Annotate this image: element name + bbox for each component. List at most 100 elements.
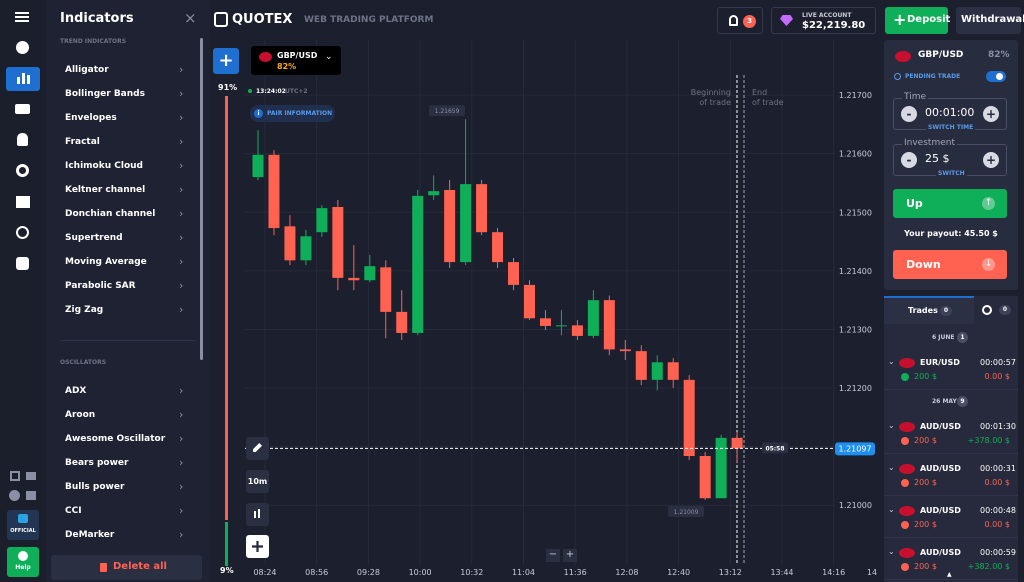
trade-row[interactable]: ⌄ AUD/USD 00:00:48 200 $ 0.00 $ (884, 500, 1018, 538)
arrow-icon[interactable] (26, 472, 36, 480)
indicator-item[interactable]: Awesome Oscillator › (46, 432, 196, 448)
investment-field[interactable]: Investment - 25 $ + SWITCH (893, 138, 1007, 177)
telegram-button[interactable]: OFFICIAL (7, 510, 39, 540)
market-icon[interactable] (16, 164, 29, 177)
indicator-item[interactable]: ADX › (46, 384, 196, 400)
direction-icon (901, 373, 909, 381)
beginning-line: of trade (699, 98, 731, 107)
scroll-up[interactable]: ▲ (947, 571, 952, 578)
delete-all-label: Delete all (113, 561, 167, 572)
trade-row[interactable]: ⌄ EUR/USD 00:00:57 200 $ 0.00 $ (884, 352, 1018, 390)
indicator-item[interactable]: Envelopes › (46, 111, 196, 127)
account-button[interactable]: LIVE ACCOUNT $22,219.80 (771, 7, 876, 34)
indicator-item[interactable]: Aroon › (46, 408, 196, 424)
candle-body (380, 267, 392, 312)
sound-icon[interactable] (26, 491, 36, 500)
pair-information-button[interactable]: i PAIR INFORMATION (250, 105, 335, 122)
history-tab[interactable]: 0 (974, 298, 1018, 324)
flag (899, 358, 915, 368)
withdrawal-button[interactable]: Withdrawal (956, 7, 1024, 34)
y-tick-label: 1.21400 (839, 267, 872, 276)
draw-tool-button[interactable] (246, 437, 269, 460)
annotation-box (668, 505, 704, 517)
indicator-item[interactable]: Bulls power › (46, 480, 196, 496)
menu-icon[interactable] (15, 12, 29, 22)
add-asset-button[interactable]: + (213, 48, 239, 74)
indicator-item[interactable]: Keltner channel › (46, 183, 196, 199)
time-minus[interactable]: - (901, 106, 917, 122)
crosshair-button[interactable] (246, 535, 269, 558)
help-icon[interactable] (16, 41, 29, 54)
candle-body (683, 379, 695, 457)
indicator-item[interactable]: CCI › (46, 504, 196, 520)
wallet-icon[interactable] (16, 257, 29, 270)
indicator-name: Ichimoku Cloud (65, 161, 143, 171)
notification-count: 3 (743, 15, 756, 28)
indicator-item[interactable]: Bollinger Bands › (46, 87, 196, 103)
chevron: › (179, 432, 184, 445)
candle-body (348, 277, 360, 281)
down-label: Down (906, 258, 941, 271)
switch-time[interactable]: SWITCH TIME (926, 124, 976, 131)
up-button[interactable]: Up ↑ (893, 189, 1007, 218)
help-button[interactable]: Help (7, 547, 39, 577)
investment-plus[interactable]: + (983, 152, 999, 168)
up-label: Up (906, 197, 923, 210)
trade-row[interactable]: ⌄ AUD/USD 00:00:59 200 $ +382.00 $ (884, 542, 1018, 580)
indicator-item[interactable]: DeMarker › (46, 528, 196, 544)
asset-name: GBP/USD (277, 51, 318, 60)
candle-body (571, 325, 583, 336)
delete-all-button[interactable]: Delete all (51, 555, 202, 580)
indicator-item[interactable]: Alligator › (46, 63, 196, 79)
trade-pair: AUD/USD (920, 506, 961, 515)
asset-selector[interactable]: GBP/USD 82% ⌄ (251, 46, 341, 75)
trade-row[interactable]: ⌄ AUD/USD 00:00:31 200 $ 0.00 $ (884, 458, 1018, 496)
chart-type-button[interactable] (246, 503, 269, 526)
countdown-box (762, 442, 788, 454)
close-button[interactable]: × (184, 9, 197, 27)
end-of-trade: End of trade (752, 88, 784, 108)
indicator-item[interactable]: Supertrend › (46, 231, 196, 247)
education-icon[interactable] (15, 104, 30, 114)
zoom-out-button[interactable]: − (546, 549, 560, 562)
indicator-name: Zig Zag (65, 305, 104, 315)
annotation-box (429, 105, 465, 117)
flag (899, 422, 915, 432)
icon-rail: OFFICIAL Help (0, 0, 46, 582)
zoom-in-button[interactable]: + (563, 549, 577, 562)
fullscreen-icon[interactable] (10, 471, 20, 481)
indicator-item[interactable]: Ichimoku Cloud › (46, 159, 196, 175)
trade-duration: 00:01:30 (980, 422, 1016, 431)
chevron: › (179, 384, 184, 397)
indicator-name: Parabolic SAR (65, 281, 136, 291)
signal-icon[interactable] (16, 226, 29, 239)
deposit-button[interactable]: + Deposit (885, 7, 950, 34)
down-button[interactable]: Down ↓ (893, 250, 1007, 279)
indicator-item[interactable]: Bears power › (46, 456, 196, 472)
profile-icon[interactable] (17, 133, 28, 146)
candle-body (284, 226, 296, 261)
indicator-item[interactable]: Donchian channel › (46, 207, 196, 223)
settings-icon[interactable] (9, 490, 20, 501)
switch[interactable]: SWITCH (936, 170, 967, 177)
pending-toggle[interactable] (986, 71, 1006, 82)
indicator-item[interactable]: Zig Zag › (46, 303, 196, 319)
indicator-item[interactable]: Parabolic SAR › (46, 279, 196, 295)
trade-row[interactable]: ⌄ AUD/USD 00:01:30 200 $ +378.00 $ (884, 416, 1018, 454)
trade-date: 6 JUNE (932, 334, 955, 341)
notifications-button[interactable]: 3 (717, 7, 763, 34)
candle-body (252, 154, 264, 178)
time-plus[interactable]: + (983, 106, 999, 122)
chart-icon[interactable] (6, 67, 40, 91)
indicator-item[interactable]: Moving Average › (46, 255, 196, 271)
candle-body (412, 195, 424, 333)
y-tick-label: 1.21000 (839, 501, 872, 510)
time-field[interactable]: Time - 00:01:00 + SWITCH TIME (893, 92, 1007, 131)
x-tick-label: 12:08 (615, 568, 638, 577)
section-heading: TREND INDICATORS (60, 38, 127, 45)
indicator-item[interactable]: Fractal › (46, 135, 196, 151)
trades-tab[interactable]: Trades 0 (884, 296, 974, 324)
gift-icon[interactable] (16, 196, 30, 208)
investment-minus[interactable]: - (901, 152, 917, 168)
timeframe-button[interactable]: 10m (246, 470, 269, 493)
